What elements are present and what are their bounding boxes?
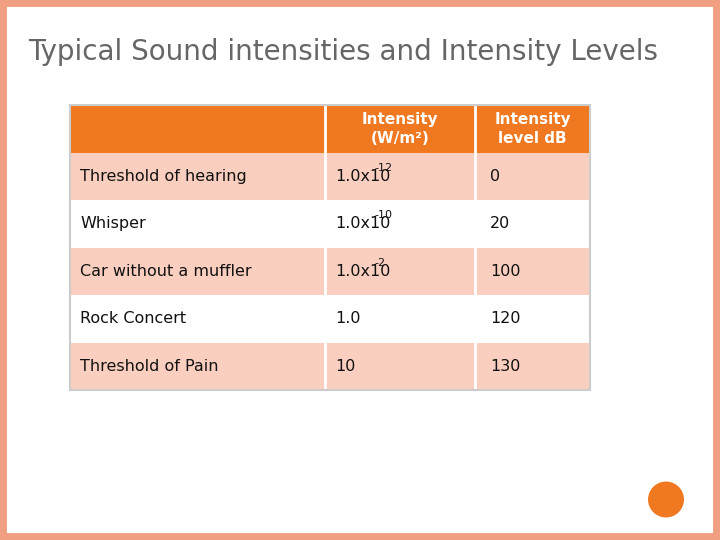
Text: Rock Concert: Rock Concert	[80, 311, 186, 326]
Text: Car without a muffler: Car without a muffler	[80, 264, 251, 279]
Bar	[70, 247, 590, 295]
Text: 100: 100	[490, 264, 521, 279]
Text: 1.0: 1.0	[335, 311, 361, 326]
Text: Intensity
(W/m²): Intensity (W/m²)	[361, 112, 438, 146]
Text: -12: -12	[374, 163, 392, 173]
Bar	[70, 200, 590, 247]
Text: Intensity
level dB: Intensity level dB	[494, 112, 571, 146]
Text: -10: -10	[374, 210, 392, 220]
Text: Threshold of Pain: Threshold of Pain	[80, 359, 218, 374]
Text: 1.0x10: 1.0x10	[335, 264, 390, 279]
Text: 10: 10	[335, 359, 356, 374]
Text: 130: 130	[490, 359, 521, 374]
Bar	[70, 342, 590, 390]
Text: Typical Sound intensities and Intensity Levels: Typical Sound intensities and Intensity …	[28, 38, 658, 66]
Text: 1.0x10: 1.0x10	[335, 216, 390, 231]
Text: Threshold of hearing: Threshold of hearing	[80, 168, 247, 184]
Bar	[70, 105, 590, 152]
Circle shape	[649, 482, 683, 517]
Bar	[70, 105, 590, 390]
Text: 120: 120	[490, 311, 521, 326]
Text: -2: -2	[374, 258, 385, 268]
Text: Whisper: Whisper	[80, 216, 145, 231]
Text: 0: 0	[490, 168, 500, 184]
Bar	[70, 152, 590, 200]
Text: 20: 20	[490, 216, 510, 231]
Bar	[70, 295, 590, 342]
Text: 1.0x10: 1.0x10	[335, 168, 390, 184]
